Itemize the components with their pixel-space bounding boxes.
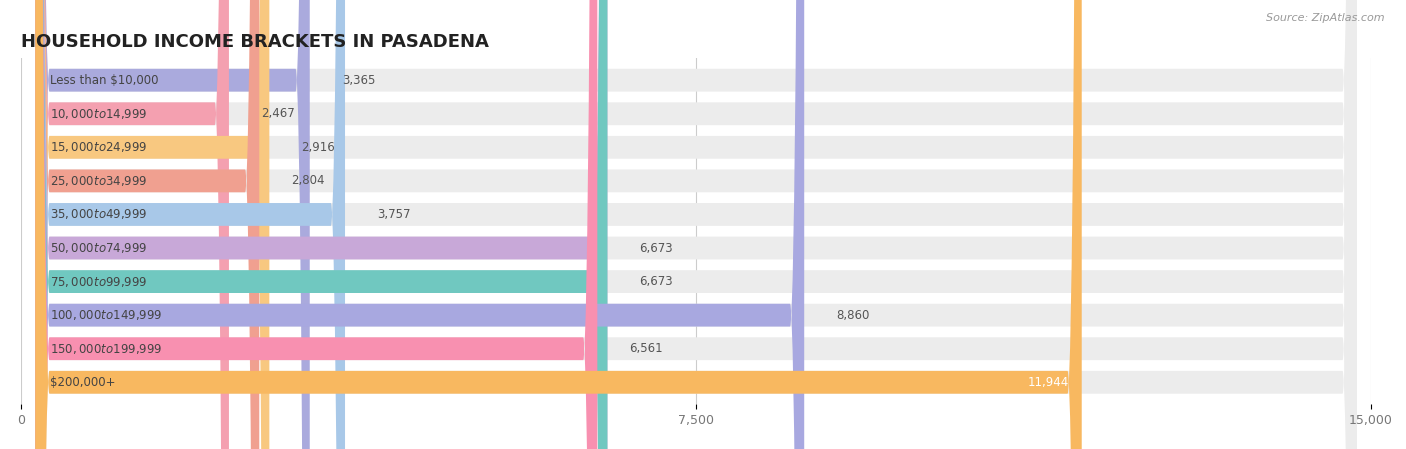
FancyBboxPatch shape (35, 0, 259, 449)
Text: $100,000 to $149,999: $100,000 to $149,999 (49, 308, 162, 322)
Text: 6,673: 6,673 (640, 275, 673, 288)
Text: $200,000+: $200,000+ (49, 376, 115, 389)
Text: 3,365: 3,365 (342, 74, 375, 87)
FancyBboxPatch shape (35, 0, 1357, 449)
Text: 2,916: 2,916 (301, 141, 335, 154)
Text: $35,000 to $49,999: $35,000 to $49,999 (49, 207, 148, 221)
FancyBboxPatch shape (35, 0, 1357, 449)
Text: 11,944: 11,944 (1028, 376, 1069, 389)
FancyBboxPatch shape (35, 0, 344, 449)
Text: $150,000 to $199,999: $150,000 to $199,999 (49, 342, 162, 356)
FancyBboxPatch shape (35, 0, 309, 449)
FancyBboxPatch shape (35, 0, 1081, 449)
FancyBboxPatch shape (35, 0, 607, 449)
FancyBboxPatch shape (35, 0, 1357, 449)
FancyBboxPatch shape (35, 0, 804, 449)
Text: Less than $10,000: Less than $10,000 (49, 74, 159, 87)
Text: $25,000 to $34,999: $25,000 to $34,999 (49, 174, 148, 188)
FancyBboxPatch shape (35, 0, 1357, 449)
Text: $15,000 to $24,999: $15,000 to $24,999 (49, 141, 148, 154)
Text: 6,561: 6,561 (630, 342, 664, 355)
Text: $75,000 to $99,999: $75,000 to $99,999 (49, 275, 148, 289)
Text: Source: ZipAtlas.com: Source: ZipAtlas.com (1267, 13, 1385, 23)
FancyBboxPatch shape (35, 0, 1357, 449)
Text: HOUSEHOLD INCOME BRACKETS IN PASADENA: HOUSEHOLD INCOME BRACKETS IN PASADENA (21, 33, 489, 51)
FancyBboxPatch shape (35, 0, 1357, 449)
Text: 2,467: 2,467 (262, 107, 295, 120)
FancyBboxPatch shape (35, 0, 1357, 449)
Text: 8,860: 8,860 (837, 308, 870, 321)
Text: 2,804: 2,804 (291, 174, 325, 187)
Text: 3,757: 3,757 (377, 208, 411, 221)
Text: 6,673: 6,673 (640, 242, 673, 255)
FancyBboxPatch shape (35, 0, 229, 449)
FancyBboxPatch shape (35, 0, 598, 449)
Text: $10,000 to $14,999: $10,000 to $14,999 (49, 107, 148, 121)
FancyBboxPatch shape (35, 0, 607, 449)
FancyBboxPatch shape (35, 0, 270, 449)
FancyBboxPatch shape (35, 0, 1357, 449)
FancyBboxPatch shape (35, 0, 1357, 449)
FancyBboxPatch shape (35, 0, 1357, 449)
Text: $50,000 to $74,999: $50,000 to $74,999 (49, 241, 148, 255)
